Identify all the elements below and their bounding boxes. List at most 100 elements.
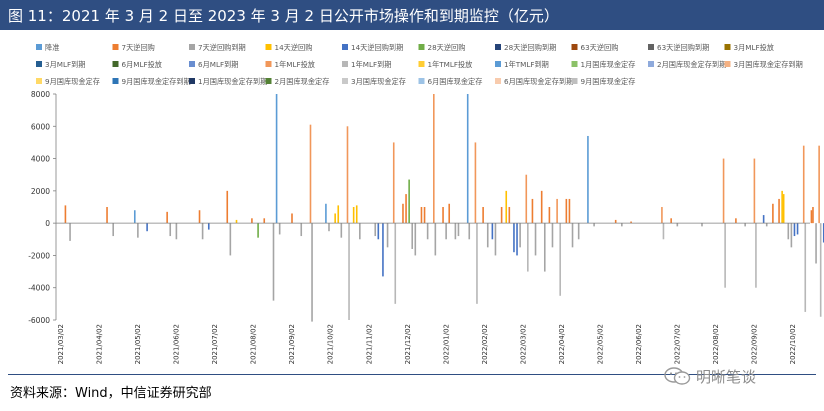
bar (374, 223, 377, 237)
x-tick-label: 2022/03/02 (519, 324, 527, 364)
bar (408, 179, 410, 224)
bar (411, 223, 414, 249)
x-tick-label: 2022/04/02 (558, 324, 566, 364)
bar (226, 190, 229, 224)
bar (448, 203, 451, 224)
bar (433, 94, 435, 224)
bar (540, 190, 543, 224)
bar (815, 223, 817, 264)
bar (565, 198, 568, 224)
bar (454, 223, 457, 240)
bar (486, 223, 489, 248)
bar (423, 207, 426, 224)
bar (491, 223, 494, 240)
bar (235, 219, 238, 224)
bar (787, 223, 790, 240)
bar (434, 223, 437, 256)
legend-swatch (571, 61, 578, 67)
legend-label: 9月国库现金定存 (45, 77, 100, 86)
legend-label: 6月MLF投放 (122, 60, 162, 69)
bar (802, 145, 805, 224)
legend-label: 1年TMLF投放 (428, 60, 473, 69)
bar (386, 223, 389, 248)
footer-divider (8, 374, 816, 375)
bar (169, 223, 172, 237)
bar (275, 94, 278, 224)
bar (513, 223, 515, 253)
legend-label: 2月国库现金定存 (275, 77, 330, 86)
legend: 降准 7天逆回购 7天逆回购到期 14天逆回购 14天逆回购到期 28天逆回购 28天逆回购… (36, 43, 803, 86)
bar (571, 223, 574, 248)
bar (355, 205, 358, 224)
bar (311, 223, 313, 322)
legend-label: 1年TMLF到期 (504, 60, 549, 69)
bar (661, 207, 663, 224)
bar (377, 223, 380, 240)
bar (505, 190, 508, 224)
bar (812, 207, 814, 224)
legend-swatch (189, 61, 195, 67)
bar (64, 205, 67, 224)
bar-series (64, 94, 824, 322)
bar (614, 219, 617, 224)
legend-swatch (648, 61, 654, 67)
bar (207, 223, 210, 230)
legend-swatch (495, 78, 501, 84)
bar (474, 142, 477, 224)
chart: 降准 7天逆回购 7天逆回购到期 14天逆回购 14天逆回购到期 28天逆回购 28天逆回购… (28, 43, 824, 364)
legend-label: 3月国库现金定存到期 (734, 60, 803, 69)
bar (133, 210, 136, 224)
bar (559, 223, 561, 296)
bar (744, 223, 746, 227)
bar (69, 223, 71, 241)
x-tick-label: 2021/11/02 (365, 324, 373, 364)
bar (466, 94, 469, 224)
x-tick-label: 2021/09/02 (288, 324, 296, 364)
legend-label: 降准 (45, 43, 59, 52)
bar (508, 207, 511, 224)
x-tick-label: 2021/07/02 (211, 324, 219, 364)
legend-swatch (36, 44, 42, 50)
bar (112, 223, 114, 237)
bar (328, 223, 330, 232)
legend-label: 1年MLF到期 (351, 60, 391, 69)
legend-swatch (112, 78, 119, 84)
bar (445, 223, 447, 240)
bar (166, 211, 168, 224)
legend-swatch (571, 78, 578, 84)
legend-swatch (342, 44, 348, 50)
x-tick-label: 2021/04/02 (96, 324, 104, 364)
legend-label: 3月MLF投放 (734, 43, 774, 52)
legend-swatch (112, 61, 119, 67)
bar (468, 223, 471, 240)
legend-label: 1月国库现金定存到期 (198, 77, 267, 86)
bar (630, 221, 632, 224)
x-tick-label: 2021/03/02 (57, 324, 65, 364)
bar (405, 194, 407, 224)
legend-label: 9月国库现金定存到期 (122, 77, 191, 86)
bar (500, 207, 503, 224)
legend-swatch (36, 78, 42, 84)
bar (722, 158, 725, 224)
legend-swatch (342, 78, 348, 84)
legend-swatch (418, 78, 425, 84)
legend-label: 14天逆回购 (275, 43, 313, 52)
x-tick-label: 2021/05/02 (134, 324, 142, 364)
legend-label: 6月国库现金定存到期 (504, 77, 573, 86)
bar (525, 174, 528, 224)
bar (804, 223, 807, 312)
legend-swatch (265, 61, 272, 67)
legend-swatch (36, 61, 42, 67)
x-tick-label: 2021/12/02 (404, 324, 412, 364)
x-tick-label: 2022/05/02 (597, 324, 605, 364)
y-tick-label: 0 (45, 219, 50, 228)
bar (257, 223, 259, 238)
legend-label: 3月MLF到期 (45, 60, 85, 69)
bar (762, 215, 765, 224)
bar (548, 207, 551, 224)
legend-swatch (495, 44, 501, 50)
bar (543, 223, 546, 272)
legend-label: 3月国库现金定存 (351, 77, 406, 86)
x-tick-label: 2022/09/02 (751, 324, 759, 364)
